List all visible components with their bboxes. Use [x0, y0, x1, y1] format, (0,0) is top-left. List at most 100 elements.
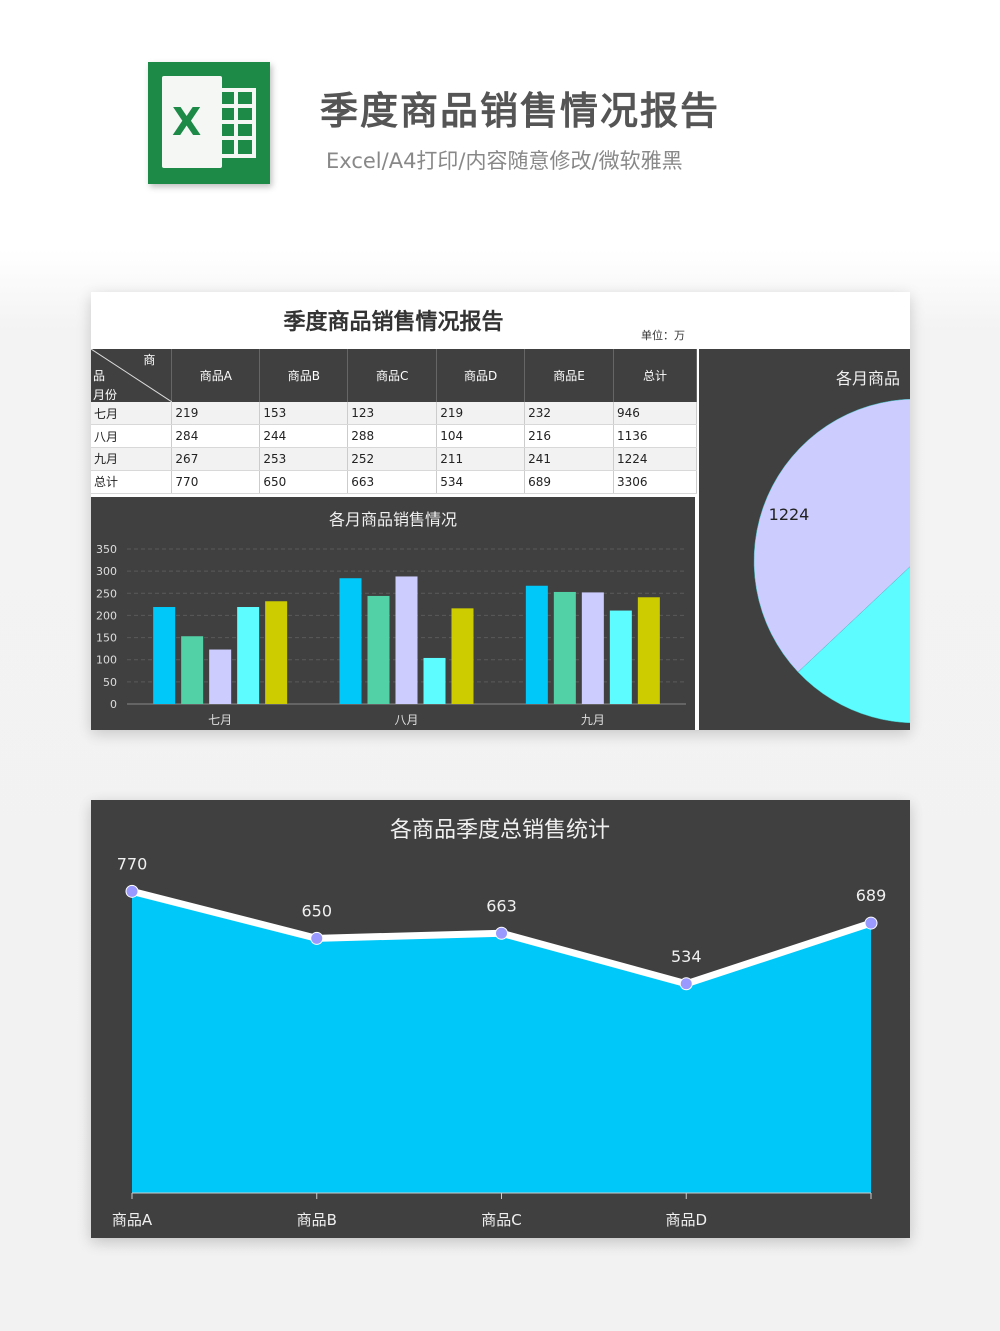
bar-x-tick-label: 九月	[581, 713, 605, 727]
corner-top-label: 商	[143, 353, 156, 367]
area-x-tick-label: 商品B	[297, 1211, 337, 1229]
area-data-label: 689	[856, 886, 887, 905]
corner-mid-label: 品	[93, 369, 106, 383]
table-cell: 211	[436, 447, 526, 471]
logo-letter: X	[172, 100, 202, 144]
area-data-label: 534	[671, 947, 702, 966]
logo-grid-icon	[216, 88, 256, 158]
column-header: 商品C	[347, 349, 438, 402]
sales-table: 商 品 月份 商品A 商品B 商品C 商品D 商品E 总计 七月 219 153…	[91, 349, 697, 494]
table-cell: 252	[347, 447, 438, 471]
area-point	[125, 884, 139, 898]
corner-bottom-label: 月份	[93, 388, 118, 402]
table-cell: 216	[524, 424, 615, 448]
bar-chart-title: 各月商品销售情况	[329, 510, 457, 529]
area-x-tick-label: 商品A	[112, 1211, 153, 1229]
bar	[525, 585, 548, 704]
row-label: 七月	[91, 402, 173, 426]
area-point	[310, 931, 324, 945]
report-title: 季度商品销售情况报告	[283, 310, 504, 335]
area-point	[679, 977, 693, 991]
column-header: 商品E	[524, 349, 615, 402]
bar	[637, 597, 660, 704]
bar	[237, 607, 260, 704]
bar-y-tick-label: 0	[110, 698, 117, 711]
bar-x-tick-label: 七月	[208, 713, 232, 727]
table-cell: 232	[524, 402, 615, 426]
bar	[581, 592, 604, 704]
bar	[153, 607, 176, 704]
bar-y-tick-label: 150	[96, 632, 117, 645]
table-cell: 244	[259, 424, 349, 448]
row-label: 九月	[91, 447, 173, 471]
table-cell: 770	[171, 470, 261, 494]
bar	[395, 576, 418, 704]
bar	[209, 649, 232, 704]
area-data-label: 770	[117, 854, 148, 873]
excel-logo-icon: X	[148, 62, 270, 184]
table-row: 七月 219 153 123 219 232 946	[91, 402, 697, 426]
area-x-tick-label: 商品C	[481, 1211, 521, 1229]
pie-slice	[753, 398, 910, 673]
area-point	[495, 926, 508, 940]
table-cell: 153	[259, 402, 349, 426]
bar-chart-panel: 各月商品销售情况 0 50 100 150 200 250 300 350 七月 八月 九月	[91, 497, 695, 730]
area-chart-title: 各商品季度总销售统计	[390, 818, 610, 843]
table-cell: 284	[171, 424, 261, 448]
table-row: 九月 267 253 252 211 241 1224	[91, 447, 697, 471]
bar	[423, 657, 446, 704]
table-row: 总计 770 650 663 534 689 3306	[91, 470, 697, 494]
table-cell: 123	[347, 402, 438, 426]
column-header: 商品B	[259, 349, 349, 402]
bar-y-tick-label: 300	[96, 565, 117, 578]
pie-chart-title: 各月商品	[836, 369, 901, 388]
bar	[339, 578, 362, 704]
area-chart: 各商品季度总销售统计 770 650 663 534 689 商品A 商品B 商品C 商品D	[112, 818, 887, 1229]
table-row: 八月 284 244 288 104 216 1136	[91, 424, 697, 448]
corner-header: 商 品 月份	[91, 349, 173, 402]
table-cell: 219	[436, 402, 526, 426]
page-title: 季度商品销售情况报告	[320, 89, 721, 133]
table-cell: 253	[259, 447, 349, 471]
area-fill	[132, 891, 871, 1193]
bar	[553, 591, 576, 704]
bar	[367, 595, 390, 704]
table-cell: 1224	[613, 447, 697, 471]
pie-chart: 1224	[753, 398, 910, 724]
row-label: 八月	[91, 424, 173, 448]
table-cell: 650	[259, 470, 349, 494]
diagonal-line	[91, 349, 172, 402]
column-header: 商品A	[171, 349, 261, 402]
bar	[181, 636, 204, 704]
column-header: 总计	[613, 349, 697, 402]
report-card: 季度商品销售情况报告 单位：万 商 品 月份 商品A 商品B 商品C 商品D 商…	[91, 292, 910, 730]
page-subtitle: Excel/A4打印/内容随意修改/微软雅黑	[326, 149, 683, 173]
pie-slice-label: 1224	[769, 505, 810, 524]
bar-y-tick-label: 250	[96, 587, 117, 600]
area-point	[864, 916, 878, 930]
bar-chart: 各月商品销售情况 0 50 100 150 200 250 300 350 七月 八月 九月	[96, 510, 686, 727]
area-data-label: 663	[486, 896, 517, 915]
bar	[451, 608, 474, 704]
table-cell: 241	[524, 447, 615, 471]
row-label: 总计	[91, 470, 173, 494]
pie-slice	[797, 566, 910, 724]
unit-label: 单位：万	[641, 329, 685, 342]
table-cell: 663	[347, 470, 438, 494]
area-x-tick-label: 商品D	[665, 1211, 707, 1229]
table-cell: 104	[436, 424, 526, 448]
table-cell: 219	[171, 402, 261, 426]
table-cell: 288	[347, 424, 438, 448]
table-cell: 534	[436, 470, 526, 494]
table-cell: 689	[524, 470, 615, 494]
area-chart-card: 各商品季度总销售统计 770 650 663 534 689 商品A 商品B 商品C 商品D	[91, 800, 910, 1238]
bar-y-tick-label: 350	[96, 543, 117, 556]
column-header: 商品D	[436, 349, 526, 402]
table-cell: 267	[171, 447, 261, 471]
pie-chart-panel: 1224 各月商品	[699, 349, 910, 730]
table-cell: 3306	[613, 470, 697, 494]
table-cell: 946	[613, 402, 697, 426]
bar	[609, 610, 632, 704]
table-cell: 1136	[613, 424, 697, 448]
bar-y-tick-label: 50	[103, 676, 117, 689]
